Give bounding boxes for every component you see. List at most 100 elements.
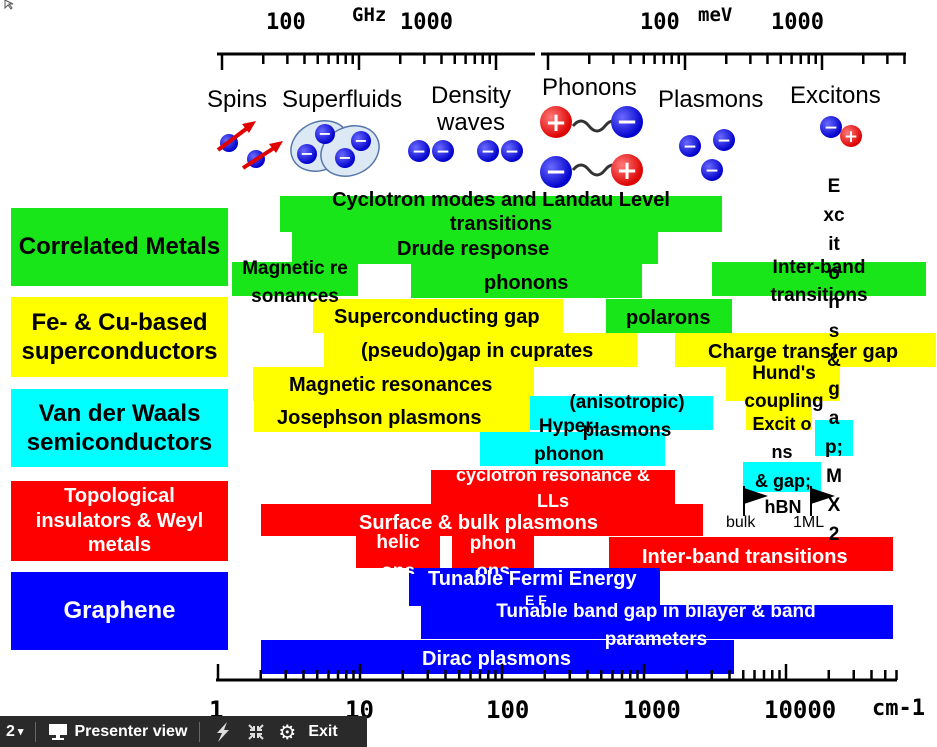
svg-text:−: −: [683, 137, 697, 157]
bar-superconducting-gap: [313, 299, 563, 333]
bar-hunds-coupling-a: [726, 367, 840, 401]
label-superconducting-gap: Superconducting gap: [334, 306, 540, 328]
label-charge-transfer-gap: Charge transfer gap: [708, 341, 899, 363]
bar-magnetic-resonances-metals: [232, 262, 358, 296]
presenter-toolbar: 2 ▾ Presenter view ⚙ Exit: [0, 716, 367, 747]
svg-text:+: +: [616, 156, 638, 186]
exit-label: Exit: [308, 722, 338, 740]
label-tunable-fermi-ef: E F: [525, 592, 547, 608]
bottom-axis-tick-10000: 10000: [764, 696, 837, 724]
top-axis-mev-tick-1000: 1000: [771, 10, 824, 35]
label-superfluids: Superfluids: [282, 86, 403, 113]
label-interband-topo: Inter-band transitions: [642, 546, 848, 568]
svg-text:−: −: [412, 142, 426, 162]
label-gap-hbn: & gap; hBN: [755, 471, 811, 517]
bottom-axis-unit: cm-1: [872, 696, 925, 721]
bar-excitons-vdw-right: [815, 420, 853, 456]
label-josephson-plasmons: Josephson plasmons: [277, 407, 482, 429]
plasmon-icon: − − −: [679, 129, 735, 181]
svg-text:−: −: [300, 144, 313, 163]
label-spins: Spins: [207, 86, 268, 113]
label-magnetic-resonances-metals: Magnetic resonances: [242, 258, 348, 307]
bar-tunable-bandgap: [421, 605, 893, 639]
presenter-view-label: Presenter view: [74, 722, 188, 740]
label-excitons-vertical: Excitons & gap; MX2: [823, 172, 845, 549]
superfluid-icon: − − − −: [290, 120, 380, 177]
svg-text:−: −: [705, 161, 719, 181]
label-interband-metals: Inter-band transitions: [770, 257, 868, 306]
svg-text:−: −: [824, 118, 838, 138]
label-polarons: polarons: [626, 307, 711, 329]
spin-icon: [216, 121, 283, 170]
flag-bulk-icon: [743, 486, 768, 516]
bar-pseudogap: [324, 333, 637, 367]
slide-indicator[interactable]: 2 ▾: [0, 716, 29, 747]
monitor-icon: [49, 723, 68, 740]
bar-phonons: [411, 264, 642, 298]
bottom-axis-ruler: [216, 664, 898, 682]
svg-text:−: −: [481, 142, 495, 162]
label-anisotropic-plasmons: (anisotropic) plasmons: [569, 392, 685, 441]
laser-pointer-button[interactable]: [206, 716, 240, 747]
bar-helicons: [356, 536, 440, 568]
label-excitons: Excitons: [790, 82, 881, 109]
flag-1ml-icon: [810, 486, 835, 516]
settings-button[interactable]: ⚙: [272, 716, 302, 747]
label-1ml: 1ML: [793, 514, 825, 531]
bar-interband-topo: [609, 537, 893, 571]
label-surface-bulk-plasmons: Surface & bulk plasmons: [359, 512, 598, 534]
bar-interband-metals: [712, 262, 926, 296]
label-hunds-coupling: Hund's coupling: [744, 363, 824, 412]
bar-drude: [292, 232, 658, 264]
svg-text:−: −: [338, 148, 351, 167]
chevron-down-icon: ▾: [17, 726, 24, 738]
svg-text:−: −: [505, 142, 519, 162]
label-phonons: Phonons: [542, 74, 637, 101]
bar-cyclotron-landau: [280, 196, 722, 232]
bar-cyclotron-lls: [431, 470, 675, 504]
top-axis-mev-tick-100: 100: [640, 10, 680, 35]
label-tunable-fermi: Tunable Fermi Energy: [428, 568, 637, 590]
laser-pointer-icon: [217, 721, 230, 742]
bar-anisotropic-plasmons: [530, 396, 713, 430]
label-phonons: phonons: [484, 272, 569, 294]
label-pseudogap: (pseudo)gap in cuprates: [361, 340, 594, 362]
top-axis-ghz-unit: GHz: [352, 4, 387, 26]
label-drude: Drude response: [397, 238, 550, 260]
excitation-icons: − − − − − − − − + − − + − − − − +: [216, 106, 862, 188]
svg-text:+: +: [545, 108, 567, 138]
label-dirac-plasmons: Dirac plasmons: [422, 648, 571, 670]
fullscreen-button[interactable]: [240, 716, 272, 747]
category-topological: Topological insulators & Weyl metals: [11, 481, 228, 561]
top-axis-ghz-tick-1000: 1000: [400, 10, 453, 35]
bottom-axis-tick-100: 100: [486, 696, 530, 724]
bar-hyper-phonon: [480, 432, 665, 466]
toolbar-divider: [35, 721, 37, 742]
collapse-icon: [248, 723, 265, 740]
density-wave-icon: − − − −: [408, 140, 523, 162]
bottom-axis-tick-1000: 1000: [623, 696, 681, 724]
svg-text:−: −: [436, 142, 450, 162]
bar-magnetic-resonances-sc: [253, 367, 534, 401]
label-phonons-topo: phon ons: [469, 533, 517, 574]
label-hyper-phonon: Hyper-phonon: [534, 416, 604, 465]
presenter-view-button[interactable]: Presenter view: [42, 716, 193, 747]
bar-surface-bulk-plasmons: [261, 504, 703, 536]
exit-button[interactable]: Exit: [302, 716, 343, 747]
toolbar-divider: [199, 721, 201, 742]
top-axis-mev-unit: meV: [698, 4, 733, 26]
svg-text:−: −: [545, 157, 567, 187]
category-vdw-semiconductors: Van der Waals semiconductors: [11, 389, 228, 467]
gear-icon: ⚙: [278, 719, 297, 744]
cursor-icon: [4, 0, 14, 10]
bar-josephson-plasmons: [254, 400, 530, 432]
svg-text:−: −: [616, 107, 638, 137]
bar-polarons: [606, 299, 732, 333]
category-fe-cu-superconductors: Fe- & Cu-based superconductors: [11, 297, 228, 377]
label-excitons-vertical-text: Excitons & gap; MX2: [823, 176, 845, 545]
bar-hunds-coupling-b: [746, 400, 812, 430]
bar-dirac-plasmons: [261, 640, 734, 674]
svg-text:+: +: [844, 127, 858, 147]
label-density-waves: Density waves: [430, 82, 512, 136]
slide-indicator-label: 2: [6, 722, 15, 740]
